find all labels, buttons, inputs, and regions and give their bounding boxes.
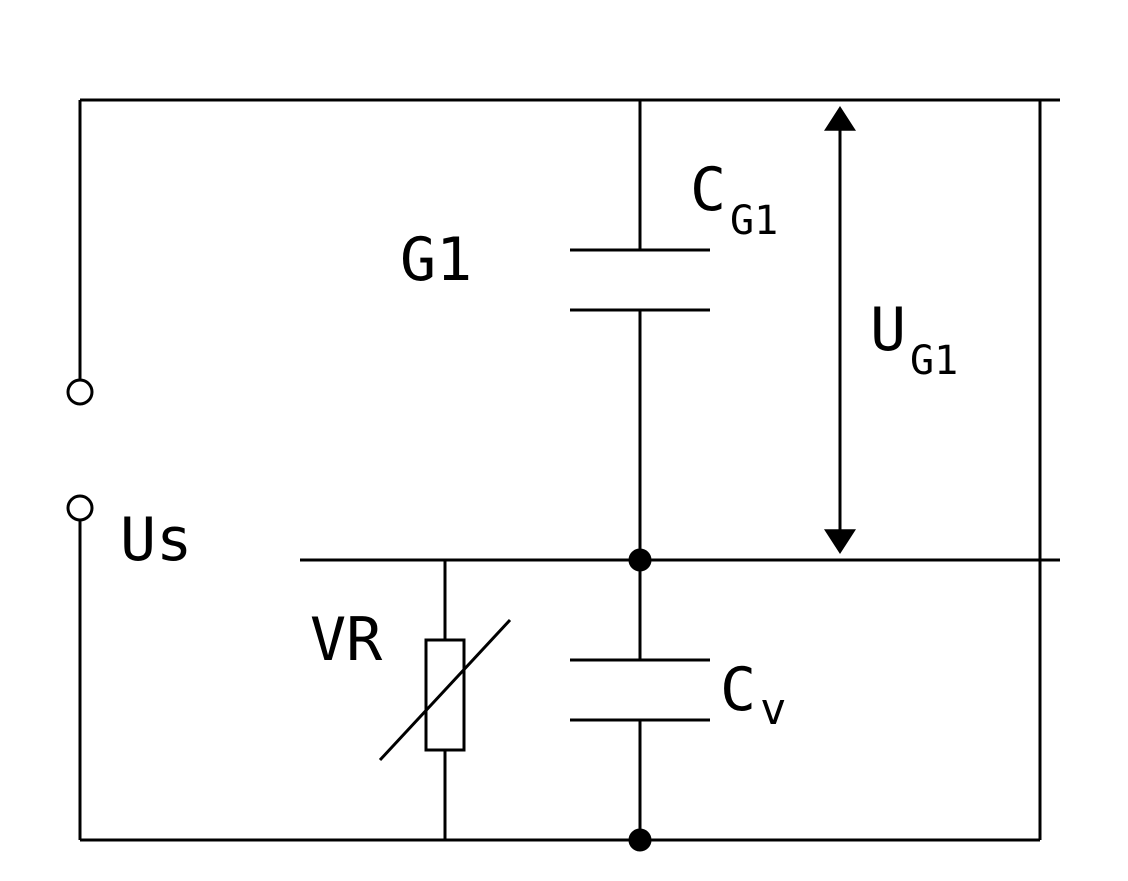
svg-text:U: U <box>870 295 906 365</box>
svg-text:v: v <box>760 684 787 735</box>
label-cv: Cv <box>720 655 787 735</box>
label-cg1: CG1 <box>690 155 778 244</box>
svg-text:C: C <box>690 155 726 225</box>
svg-text:G1: G1 <box>730 198 778 244</box>
label-ug1: UG1 <box>870 295 958 384</box>
label-vr: VR <box>310 605 383 675</box>
circuit-diagram: UsG1CG1UG1VRCv <box>0 0 1128 881</box>
label-g1: G1 <box>400 225 472 295</box>
svg-text:C: C <box>720 655 756 725</box>
label-us: Us <box>120 505 192 575</box>
svg-text:G1: G1 <box>910 338 958 384</box>
